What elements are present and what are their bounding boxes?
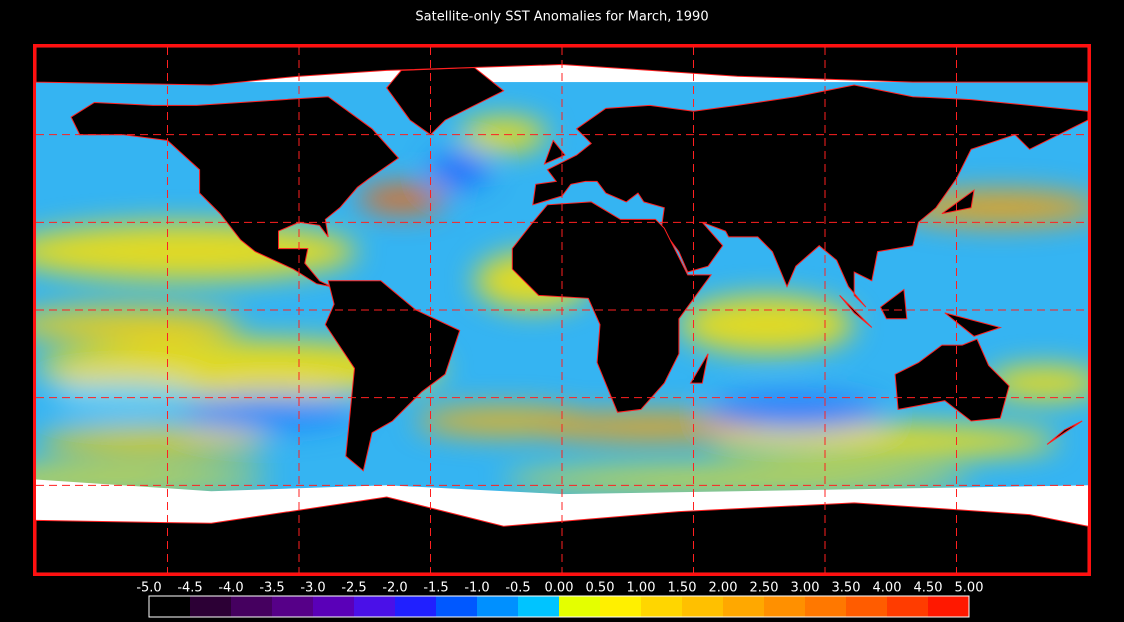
colorbar-tick-label: 3.00 (791, 581, 820, 596)
colorbar-tick-label: -4.5 (177, 581, 202, 596)
anomaly-patch (182, 394, 358, 430)
landmass (894, 338, 1010, 422)
landmass (70, 96, 400, 288)
anomaly-patch (503, 467, 971, 492)
colorbar-cell (641, 596, 682, 617)
landmass (1046, 420, 1083, 445)
anomaly-patch (898, 190, 1088, 226)
colorbar-tick-label: -0.5 (505, 581, 530, 596)
anomaly-patch (459, 117, 548, 153)
colorbar-border (148, 595, 970, 618)
colorbar-cell (272, 596, 313, 617)
anomaly-patch (357, 184, 446, 214)
landmass (839, 295, 873, 328)
colorbar-cell (518, 596, 559, 617)
colorbar-tick-label: 4.00 (873, 581, 902, 596)
colorbar-tick-label: -2.5 (341, 581, 366, 596)
anomaly-patch (36, 426, 270, 457)
colorbar-tick-label: -4.0 (218, 581, 243, 596)
anomaly-patch (430, 152, 489, 188)
colorbar-cell (559, 596, 600, 617)
colorbar-tick-label: -5.0 (136, 581, 161, 596)
landmass (689, 353, 709, 384)
colorbar-tick-label: -1.5 (423, 581, 448, 596)
landmass (944, 312, 1003, 337)
colorbar: -5.0 -4.5 -4.0 -3.5 -3.0 -2.5 -2.0 -1.5 -1.0 -0.5… (136, 581, 983, 618)
colorbar-tick-label: -2.0 (382, 581, 407, 596)
colorbar-cell (723, 596, 764, 617)
landmass (386, 66, 505, 136)
colorbar-cell (436, 596, 477, 617)
landmass (511, 201, 712, 413)
anomaly-patch (985, 365, 1088, 401)
colorbar-cell (805, 596, 846, 617)
colorbar-cell (149, 596, 190, 617)
landmass (543, 139, 566, 165)
colorbar-tick-label: 2.50 (750, 581, 779, 596)
title: Satellite-only SST Anomalies for March, … (415, 10, 708, 25)
anomaly-patch (532, 412, 767, 442)
colorbar-cell (764, 596, 805, 617)
anomaly-patch (36, 339, 445, 398)
colorbar-tick-label: 0.50 (586, 581, 615, 596)
colorbar-tick-label: 4.50 (914, 581, 943, 596)
colorbar-cell (190, 596, 231, 617)
colorbar-cell (395, 596, 436, 617)
colorbar-tick-label: 1.50 (668, 581, 697, 596)
colorbar-cell (231, 596, 272, 617)
anomaly-patch (36, 307, 241, 343)
colorbar-cell (682, 596, 723, 617)
colorbar-tick-label: -1.0 (464, 581, 489, 596)
landmass (532, 84, 1088, 308)
colorbar-cell (928, 596, 969, 617)
colorbar-cell (846, 596, 887, 617)
landmass (324, 280, 461, 472)
map-frame (33, 44, 1091, 576)
landmass (879, 288, 908, 320)
colorbar-tick-label: 5.00 (955, 581, 984, 596)
colorbar-tick-label: -3.5 (259, 581, 284, 596)
colorbar-tick-label: 2.00 (709, 581, 738, 596)
colorbar-tick-label: 0.00 (545, 581, 574, 596)
anomaly-patch (678, 295, 855, 354)
anomaly-patch (708, 423, 1059, 460)
colorbar-cell (887, 596, 928, 617)
colorbar-cell (477, 596, 518, 617)
map (36, 47, 1088, 573)
colorbar-cell (313, 596, 354, 617)
anomaly-patch (50, 383, 197, 413)
graticule (36, 47, 1088, 573)
colorbar-tick-label: 3.50 (832, 581, 861, 596)
colorbar-tick-label: 1.00 (627, 581, 656, 596)
colorbar-cell (354, 596, 395, 617)
anomaly-patch (708, 394, 884, 430)
colorbar-tick-label: -3.0 (300, 581, 325, 596)
colorbar-cell (600, 596, 641, 617)
